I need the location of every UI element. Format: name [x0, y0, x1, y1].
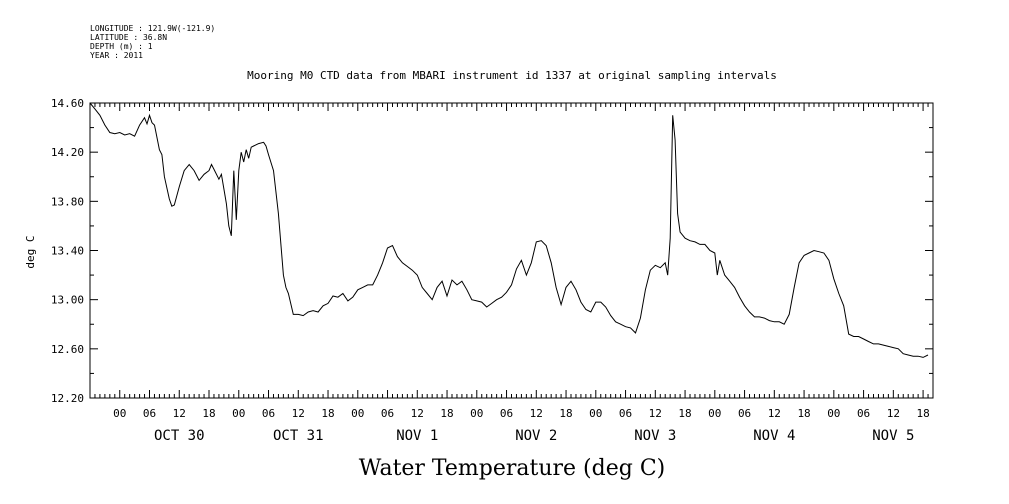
x-tick-label: 12: [530, 407, 543, 420]
x-tick-label: 06: [738, 407, 751, 420]
x-axis-label: Water Temperature (deg C): [359, 456, 666, 481]
x-tick-label: 18: [797, 407, 810, 420]
x-tick-label: 18: [321, 407, 334, 420]
x-tick-label: 06: [500, 407, 513, 420]
x-tick-label: 00: [113, 407, 126, 420]
x-tick-label: 06: [381, 407, 394, 420]
y-tick-labels: 12.20 12.60 13.00 13.40 13.80 14.20 14.60: [51, 97, 84, 405]
x-tick-label: 18: [678, 407, 691, 420]
x-tick-label: 00: [708, 407, 721, 420]
y-tick-label: 13.80: [51, 195, 84, 208]
chart-title: Mooring M0 CTD data from MBARI instrumen…: [247, 69, 777, 82]
x-tick-label: 06: [619, 407, 632, 420]
x-tick-label: 12: [649, 407, 662, 420]
x-tick-label: 06: [143, 407, 156, 420]
y-tick-label: 14.60: [51, 97, 84, 110]
header-longitude: LONGITUDE : 121.9W(-121.9): [90, 24, 215, 33]
x-tick-label: 00: [827, 407, 840, 420]
x-tick-label: 12: [173, 407, 186, 420]
y-axis-label: deg C: [24, 235, 37, 268]
header-year: YEAR : 2011: [90, 51, 143, 60]
x-tick-labels: 00 06 12 18 00 06 12 18 00 06 12 18 00 06 12 18 00 06 12 18…: [113, 407, 930, 420]
x-tick-label: 18: [559, 407, 572, 420]
x-tick-label: 12: [887, 407, 900, 420]
x-tick-label: 12: [411, 407, 424, 420]
day-labels: OCT 30 OCT 31 NOV 1 NOV 2 NOV 3 NOV 4 NOV 5: [154, 428, 914, 444]
day-label: NOV 1: [396, 428, 438, 444]
day-label: NOV 3: [634, 428, 676, 444]
x-tick-label: 06: [262, 407, 275, 420]
x-tick-label: 12: [292, 407, 305, 420]
header-depth: DEPTH (m) : 1: [90, 42, 153, 51]
x-tick-label: 00: [470, 407, 483, 420]
series-line: [89, 102, 929, 358]
y-tick-label: 14.20: [51, 146, 84, 159]
x-tick-label: 00: [351, 407, 364, 420]
plot-frame: [89, 102, 934, 399]
x-tick-label: 18: [202, 407, 215, 420]
header-latitude: LATITUDE : 36.8N: [90, 33, 167, 42]
day-label: NOV 4: [753, 428, 795, 444]
day-label: OCT 31: [273, 428, 324, 444]
x-tick-label: 00: [232, 407, 245, 420]
x-tick-label: 00: [589, 407, 602, 420]
y-tick-label: 12.20: [51, 392, 84, 405]
x-tick-label: 18: [916, 407, 929, 420]
y-tick-label: 13.40: [51, 245, 84, 258]
y-tick-label: 13.00: [51, 294, 84, 307]
x-tick-label: 06: [857, 407, 870, 420]
x-tick-label: 12: [768, 407, 781, 420]
header-info: LONGITUDE : 121.9W(-121.9) LATITUDE : 36…: [90, 24, 215, 60]
day-label: NOV 2: [515, 428, 557, 444]
y-tick-label: 12.60: [51, 343, 84, 356]
day-label: NOV 5: [872, 428, 914, 444]
x-tick-label: 18: [440, 407, 453, 420]
axis-ticks: [89, 102, 934, 399]
day-label: OCT 30: [154, 428, 205, 444]
